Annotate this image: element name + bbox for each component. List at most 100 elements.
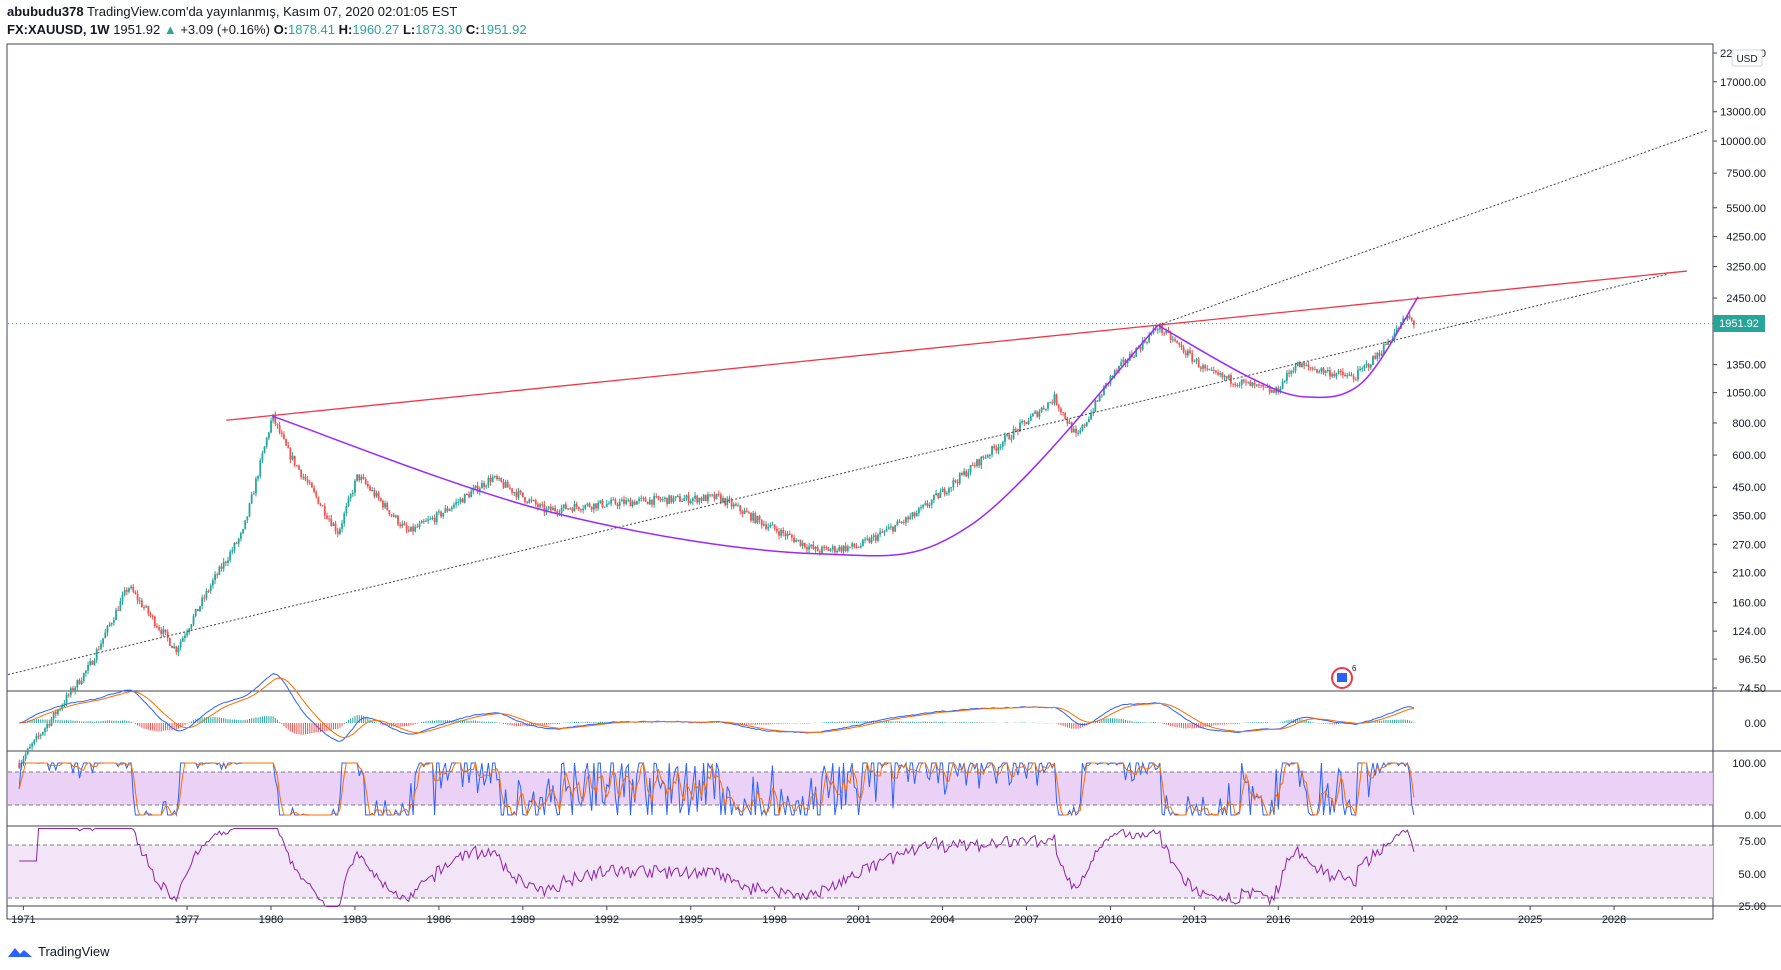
candle-body xyxy=(1146,341,1148,343)
candle-body xyxy=(1333,373,1336,377)
candle-body xyxy=(502,482,505,488)
time-tick-label: 1986 xyxy=(427,914,451,926)
candle-body xyxy=(1318,371,1321,373)
candle-body xyxy=(1029,416,1032,421)
price-tick-label: 74.50 xyxy=(1738,683,1766,695)
candle-body xyxy=(666,497,668,505)
candle-body xyxy=(1286,372,1288,381)
candle-body xyxy=(173,646,176,649)
candle-body xyxy=(100,643,102,650)
candle-body xyxy=(244,520,247,530)
candle-body xyxy=(465,494,468,496)
macd-signal-line xyxy=(19,677,1414,739)
candle-body xyxy=(192,615,195,625)
candle-body xyxy=(194,609,197,616)
candle-body xyxy=(39,734,42,736)
candle-body xyxy=(476,485,479,493)
candle-body xyxy=(1245,381,1247,383)
candle-body xyxy=(1234,383,1237,386)
candle-body xyxy=(321,505,324,507)
candle-body xyxy=(771,524,774,526)
candle-body xyxy=(1184,352,1187,356)
candle-body xyxy=(1068,422,1071,424)
candle-body xyxy=(95,649,98,661)
candle-body xyxy=(218,566,221,575)
stoch-d-line xyxy=(18,761,1415,817)
candle-body xyxy=(1001,442,1004,447)
candle-body xyxy=(1402,318,1405,323)
candle-body xyxy=(446,508,449,511)
candle-body xyxy=(704,495,707,502)
candle-body xyxy=(1171,339,1174,341)
candle-body xyxy=(599,500,602,503)
candle-body xyxy=(569,508,572,510)
price-tick-label: 160.00 xyxy=(1732,598,1766,610)
candle-body xyxy=(1010,438,1013,440)
candle-body xyxy=(788,533,791,536)
us-flag-icon xyxy=(1337,673,1347,682)
candle-body xyxy=(384,503,386,508)
candle-body xyxy=(453,504,455,508)
candle-body xyxy=(905,517,907,523)
candle-body xyxy=(257,476,260,479)
candle-body xyxy=(448,509,451,511)
candle-body xyxy=(35,735,38,740)
candle-body xyxy=(515,492,518,498)
candle-body xyxy=(814,546,817,549)
candle-body xyxy=(63,703,66,706)
candle-body xyxy=(1294,366,1297,371)
indicator-tick-label: 100.00 xyxy=(1732,758,1766,770)
candle-body xyxy=(345,505,348,514)
footer-brand[interactable]: TradingView xyxy=(7,944,110,959)
candle-body xyxy=(61,705,64,709)
candle-body xyxy=(1195,359,1198,361)
candle-body xyxy=(143,607,145,609)
candle-body xyxy=(778,531,780,536)
candle-body xyxy=(511,488,513,493)
candle-body xyxy=(853,543,856,547)
candle-body xyxy=(631,501,634,507)
candle-body xyxy=(162,629,165,635)
candle-body xyxy=(1316,369,1318,373)
candle-body xyxy=(450,507,453,510)
candle-body xyxy=(435,512,438,523)
candle-body xyxy=(76,679,79,688)
candle-body xyxy=(687,495,690,504)
symbol-title[interactable]: FX:XAUUSD, 1W xyxy=(7,22,110,37)
candle-body xyxy=(485,485,488,487)
candle-body xyxy=(1236,385,1239,387)
candle-body xyxy=(33,739,36,744)
candle-body xyxy=(57,709,59,715)
time-tick-label: 2004 xyxy=(930,914,954,926)
candle-body xyxy=(397,515,399,525)
tradingview-logo-icon xyxy=(8,947,32,957)
time-tick-label: 1980 xyxy=(259,914,283,926)
candle-body xyxy=(1174,339,1176,341)
candle-body xyxy=(889,526,892,528)
candle-body xyxy=(291,455,294,460)
candle-body xyxy=(1348,374,1351,376)
candle-body xyxy=(108,624,111,626)
candle-body xyxy=(1217,372,1219,375)
candle-body xyxy=(429,518,432,520)
price-tick-label: 350.00 xyxy=(1732,510,1766,522)
candle-body xyxy=(455,502,458,505)
published-text: TradingView.com'da yayınlanmış, Kasım 07… xyxy=(86,4,458,19)
publisher-name[interactable]: abubudu378 xyxy=(7,4,84,19)
candle-body xyxy=(224,561,227,563)
candle-body xyxy=(969,465,972,473)
candle-body xyxy=(390,514,393,516)
candle-body xyxy=(199,606,201,612)
candle-body xyxy=(1223,376,1226,378)
candle-body xyxy=(849,546,851,548)
candle-body xyxy=(1098,395,1101,402)
candle-body xyxy=(1051,402,1054,404)
candle-body xyxy=(967,472,970,477)
candle-body xyxy=(1115,370,1118,372)
candle-body xyxy=(431,517,434,519)
candle-body xyxy=(311,482,313,488)
currency-box[interactable] xyxy=(1731,49,1763,67)
candle-body xyxy=(537,504,539,507)
candle-body xyxy=(920,507,922,509)
